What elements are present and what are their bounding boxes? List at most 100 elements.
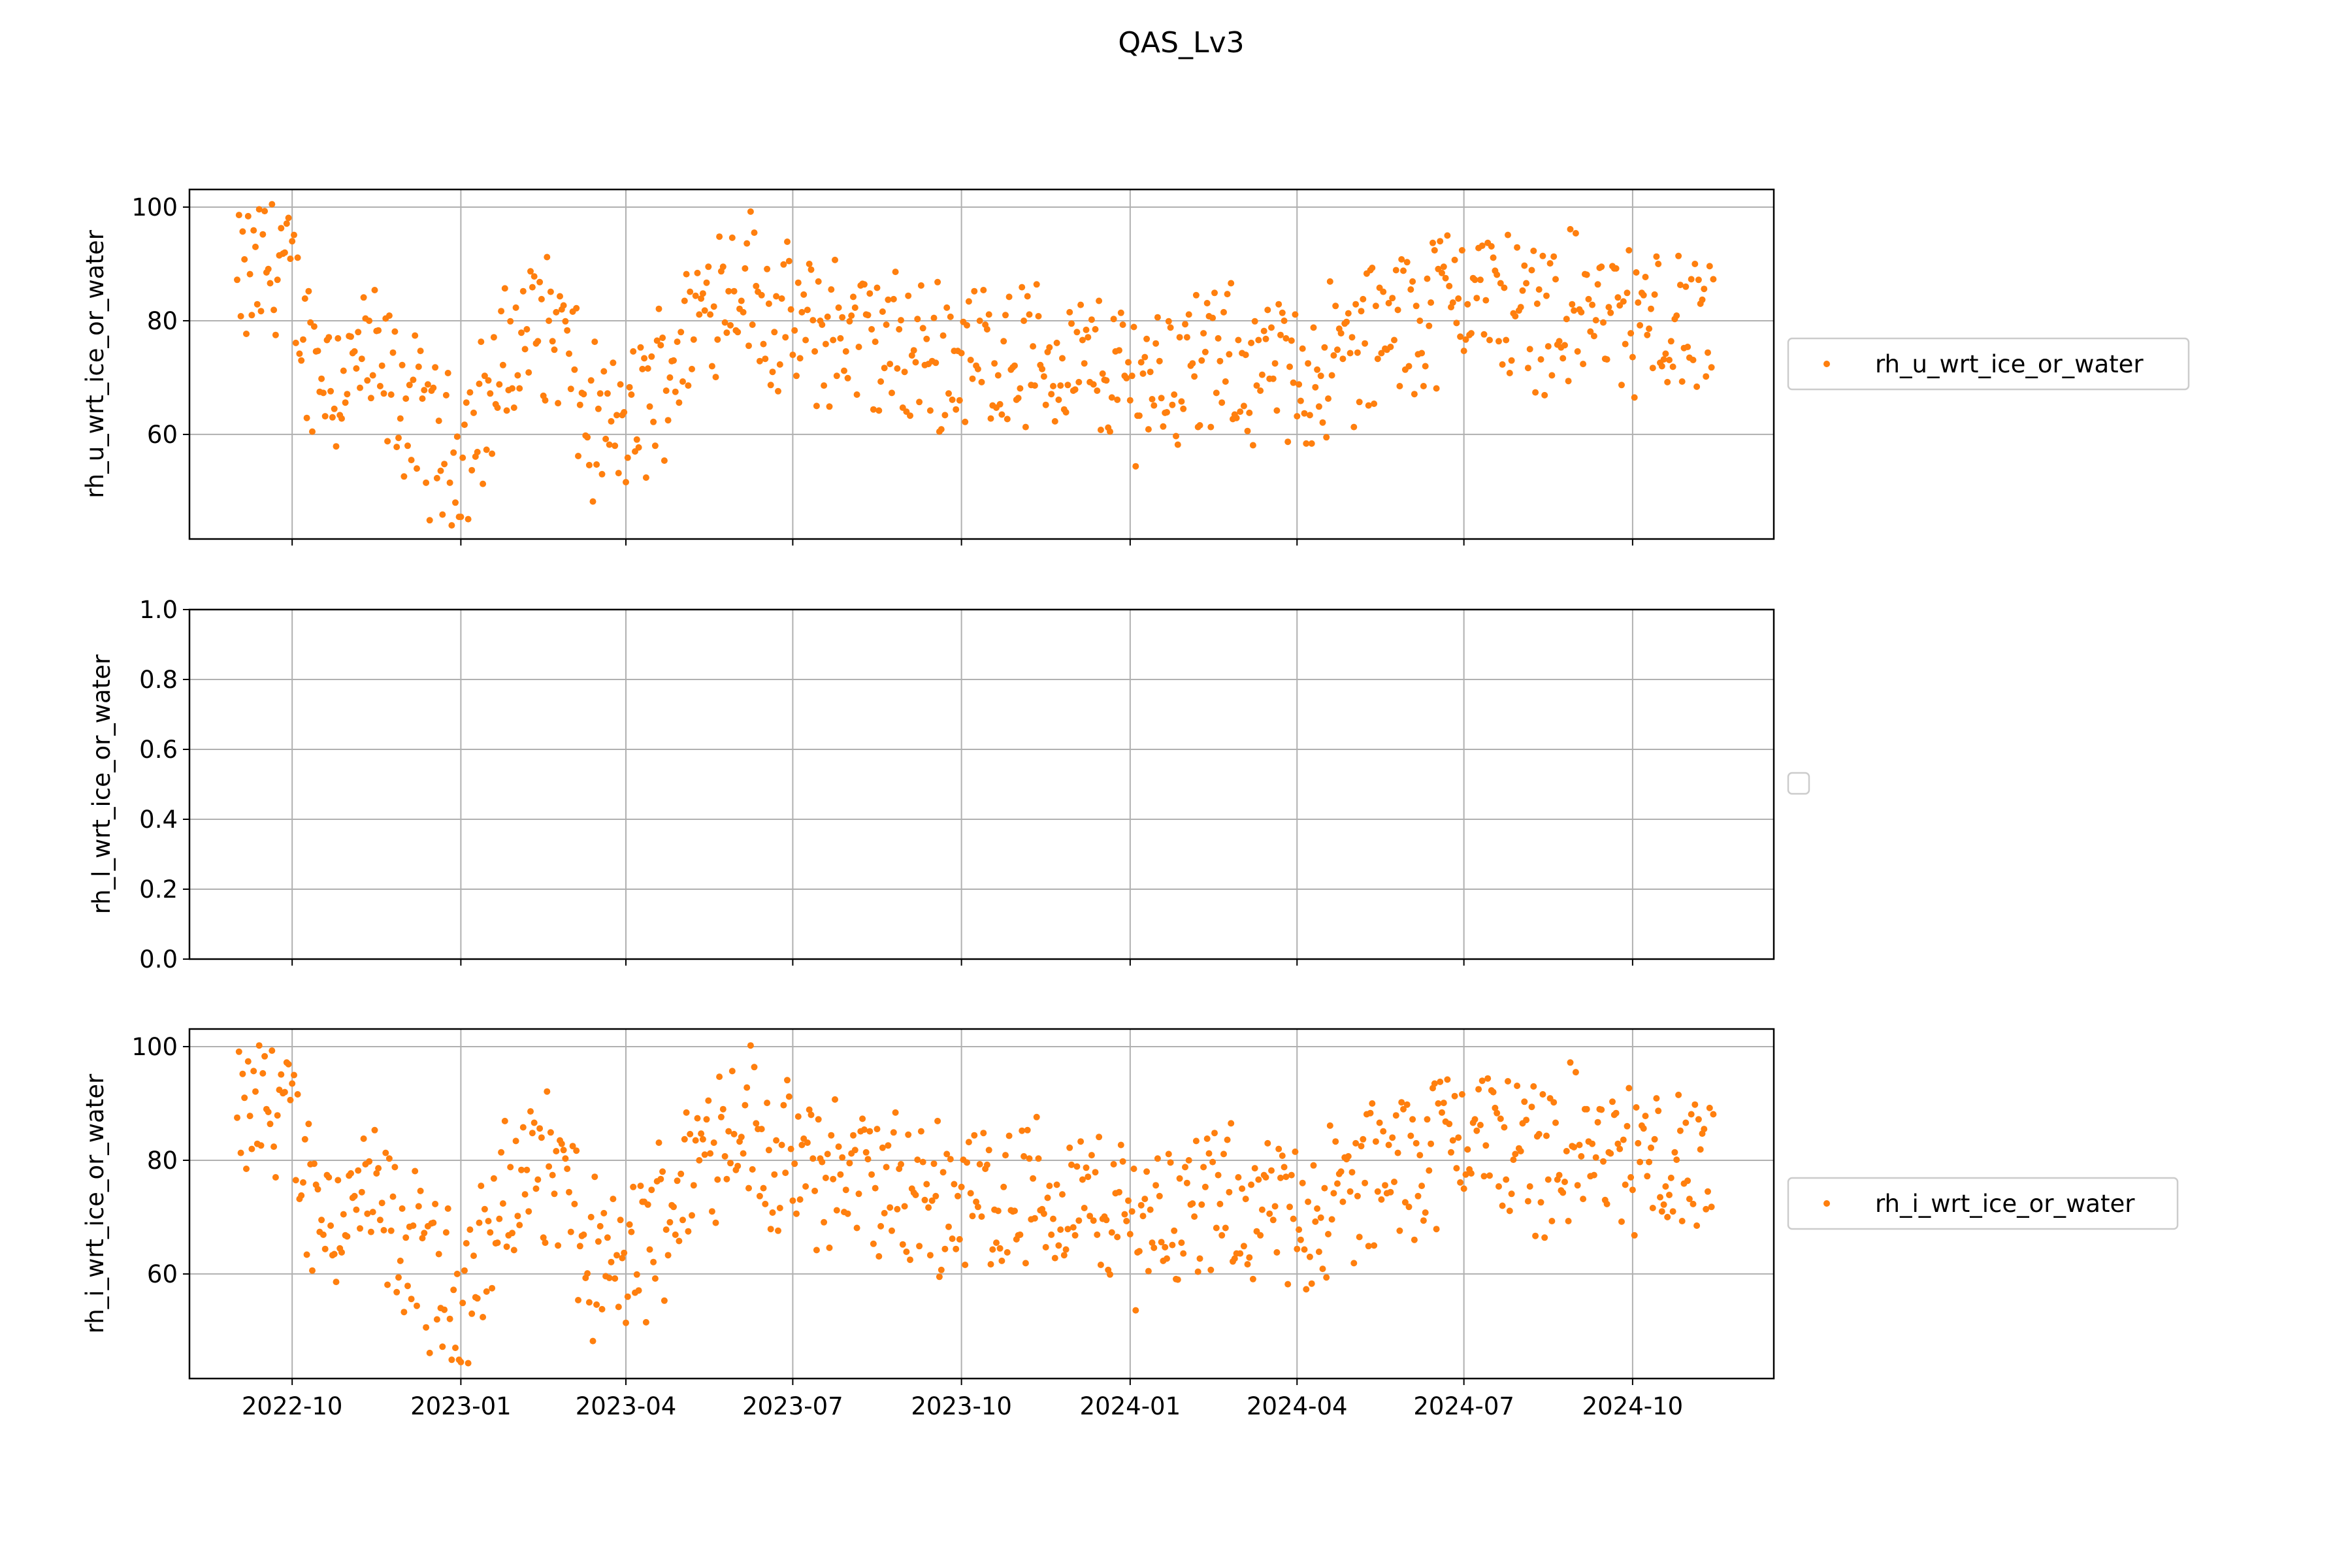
- data-point: [1548, 1218, 1556, 1224]
- data-point: [967, 357, 974, 363]
- data-point: [617, 1217, 624, 1224]
- data-point: [463, 1240, 470, 1247]
- data-point: [846, 1160, 853, 1167]
- data-point: [253, 301, 261, 308]
- data-point: [747, 1042, 754, 1049]
- data-point: [1337, 330, 1345, 337]
- data-point: [742, 1102, 749, 1109]
- data-point: [444, 1205, 451, 1212]
- data-point: [1539, 1091, 1546, 1098]
- data-point: [672, 1231, 679, 1238]
- data-point: [1315, 1249, 1322, 1255]
- data-point: [615, 1303, 622, 1311]
- data-point: [333, 443, 340, 450]
- data-point: [1224, 1136, 1231, 1143]
- data-point: [1480, 1173, 1488, 1180]
- data-point: [615, 470, 622, 477]
- data-point: [1211, 289, 1218, 297]
- data-point: [1467, 1170, 1475, 1177]
- data-point: [1389, 1134, 1396, 1141]
- data-point: [319, 1231, 327, 1238]
- data-point: [393, 1288, 400, 1296]
- data-point: [941, 412, 949, 419]
- panel-rh-u-ylabel: rh_u_wrt_ice_or_water: [81, 229, 109, 498]
- data-point: [1499, 361, 1506, 368]
- data-point: [1323, 1274, 1330, 1281]
- data-point: [806, 261, 813, 267]
- data-point: [760, 1184, 767, 1192]
- data-point: [730, 1130, 738, 1137]
- data-point: [1600, 319, 1607, 326]
- data-point: [1108, 394, 1115, 401]
- data-point: [1062, 409, 1070, 416]
- data-point: [734, 1162, 742, 1169]
- data-point: [1246, 409, 1253, 416]
- data-point: [1185, 1157, 1192, 1164]
- data-point: [932, 359, 939, 367]
- y-tick-label: 0.4: [139, 806, 178, 834]
- data-point: [1178, 1239, 1185, 1247]
- panel-rh-u-legend: rh_u_wrt_ice_or_water: [1787, 337, 2190, 391]
- data-point: [846, 318, 853, 325]
- data-point: [1369, 1100, 1376, 1107]
- data-point: [1369, 265, 1376, 271]
- data-point: [415, 1203, 422, 1210]
- data-point: [1002, 312, 1009, 319]
- data-point: [1552, 1119, 1559, 1126]
- data-point: [705, 1097, 712, 1104]
- data-point: [662, 387, 670, 394]
- data-point: [947, 1156, 954, 1163]
- data-point: [1284, 1281, 1292, 1288]
- data-point: [1378, 350, 1385, 357]
- data-point: [842, 348, 849, 355]
- data-point: [612, 1275, 619, 1282]
- data-point: [1618, 382, 1625, 389]
- data-point: [417, 1187, 424, 1194]
- data-point: [934, 278, 941, 286]
- data-point: [485, 1218, 492, 1224]
- data-point: [1228, 1120, 1235, 1127]
- data-point: [274, 1112, 281, 1119]
- data-point: [380, 1227, 387, 1233]
- y-tick-label: 0.6: [139, 736, 178, 764]
- data-point: [769, 368, 776, 376]
- data-point: [1198, 357, 1205, 364]
- data-point: [775, 1227, 781, 1234]
- data-point: [662, 1226, 670, 1233]
- data-point: [1666, 1192, 1673, 1198]
- data-point: [1164, 409, 1170, 416]
- data-point: [1185, 311, 1192, 318]
- data-point: [606, 1275, 613, 1281]
- data-point: [1281, 318, 1288, 324]
- data-point: [542, 1239, 549, 1247]
- data-point: [593, 461, 600, 468]
- data-point: [819, 1158, 826, 1166]
- data-point: [1173, 433, 1179, 440]
- data-point: [300, 336, 306, 343]
- data-point: [1556, 338, 1563, 345]
- data-point: [453, 1270, 461, 1277]
- data-point: [564, 1166, 571, 1172]
- data-point: [1640, 1125, 1647, 1132]
- panel-rh-l-xticks: [291, 959, 1633, 966]
- data-point: [1167, 1159, 1174, 1166]
- data-point: [402, 1234, 410, 1241]
- data-point: [1301, 1246, 1308, 1253]
- data-point: [555, 400, 562, 407]
- data-point: [567, 385, 574, 393]
- data-point: [914, 1156, 921, 1164]
- data-point: [1387, 1188, 1394, 1196]
- data-point: [408, 457, 415, 464]
- x-tick-label: 2023-07: [742, 1392, 843, 1420]
- data-point: [1385, 300, 1392, 306]
- data-point: [710, 1139, 717, 1146]
- data-point: [1180, 405, 1187, 412]
- data-point: [637, 344, 644, 351]
- data-point: [1629, 353, 1636, 361]
- data-point: [923, 335, 930, 342]
- data-point: [1079, 336, 1086, 344]
- data-point: [576, 401, 583, 408]
- data-point: [1624, 1122, 1631, 1130]
- data-point: [821, 382, 828, 389]
